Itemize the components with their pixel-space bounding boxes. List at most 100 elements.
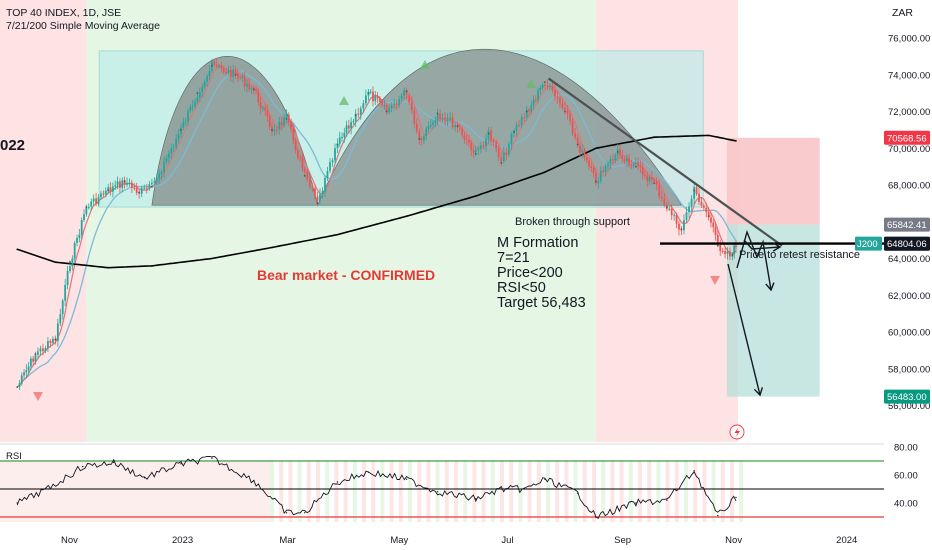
- candle-body: [372, 91, 374, 102]
- candle-body: [25, 370, 28, 373]
- candle-body: [308, 179, 311, 187]
- candle-body: [180, 127, 182, 135]
- candle-body: [588, 160, 590, 167]
- candle-body: [609, 159, 612, 164]
- candle-body: [352, 120, 355, 123]
- candle-body: [116, 181, 119, 186]
- candle-body: [436, 113, 439, 121]
- rsi-regime-stripe: [270, 460, 274, 522]
- price-point: [54, 338, 57, 341]
- candle-body: [508, 144, 510, 155]
- price-axis-tick: 74,000.00: [888, 70, 930, 81]
- time-axis-tick: Sep: [614, 535, 631, 546]
- price-point: [385, 110, 388, 113]
- time-axis-tick: May: [390, 535, 408, 546]
- candle-body: [27, 366, 30, 371]
- price-marker-label: 65842.41: [887, 220, 927, 231]
- candle-body: [388, 108, 391, 113]
- rsi-regime-stripe: [389, 460, 394, 522]
- price-marker-badge: [884, 389, 930, 404]
- retest-arrow-head: [765, 282, 775, 292]
- candle-body: [400, 95, 403, 100]
- candle-body: [398, 99, 401, 106]
- sma-200-point: [735, 140, 737, 142]
- candle-body: [500, 157, 503, 162]
- candle-body: [716, 235, 719, 245]
- candle-body: [495, 142, 498, 149]
- candle-body: [383, 104, 386, 106]
- rsi-regime-stripe: [463, 460, 468, 522]
- candle-body: [135, 187, 138, 193]
- annotation-target: Target 56,483: [497, 295, 586, 311]
- candle-body: [362, 103, 365, 109]
- candle-body: [206, 76, 208, 82]
- candle-body: [566, 109, 569, 114]
- rsi-point: [211, 457, 213, 459]
- candle-body: [675, 214, 678, 224]
- candle-body: [648, 177, 651, 182]
- candle-body: [338, 137, 341, 144]
- rsi-point: [304, 512, 306, 514]
- candle-body: [314, 188, 316, 197]
- price-point: [487, 132, 490, 135]
- price-point: [354, 114, 357, 117]
- candle-body: [702, 205, 705, 208]
- candle-body: [239, 77, 242, 79]
- candle-body: [454, 125, 456, 128]
- rsi-axis-tick: 40.00: [894, 499, 918, 510]
- rsi-regime-stripe: [398, 460, 403, 522]
- candle-body: [76, 238, 78, 244]
- candle-body: [410, 102, 413, 111]
- candle-body: [85, 207, 88, 215]
- price-marker-badge: [884, 217, 930, 232]
- price-point: [665, 206, 668, 208]
- candle-body: [92, 198, 95, 202]
- small-arrow-head: [772, 242, 782, 252]
- annotation-bear-market: Bear market - CONFIRMED: [257, 267, 435, 283]
- candle-body: [559, 98, 561, 104]
- currency-label[interactable]: ZAR: [892, 7, 913, 19]
- candle-body: [678, 223, 680, 230]
- candle-body: [165, 157, 168, 162]
- candle-body: [472, 150, 475, 153]
- price-point: [34, 353, 37, 355]
- price-point: [150, 185, 153, 188]
- price-point: [564, 110, 566, 113]
- candle-body: [425, 128, 428, 137]
- buy-signal-triangle: [420, 60, 430, 69]
- rsi-regime-stripe: [334, 460, 339, 522]
- candle-body: [729, 251, 731, 257]
- candle-body: [668, 208, 671, 210]
- candle-body: [458, 127, 461, 129]
- candle-body: [564, 107, 566, 110]
- candle-body: [71, 258, 74, 267]
- sma-200-point: [595, 147, 597, 150]
- sma-200-point: [405, 215, 408, 218]
- rsi-point: [717, 514, 719, 517]
- candle-body: [140, 187, 143, 194]
- candle-body: [434, 120, 437, 123]
- candle-body: [470, 142, 473, 151]
- rsi-regime-stripe: [297, 460, 302, 522]
- rsi-regime-stripe: [472, 460, 477, 522]
- candle-body: [311, 186, 314, 189]
- rsi-regime-stripe: [711, 460, 716, 522]
- rsi-point: [112, 461, 115, 464]
- rsi-point: [666, 499, 668, 501]
- rsi-regime-stripe: [417, 460, 422, 522]
- rsi-regime-stripe: [352, 460, 357, 522]
- small-arrow: [743, 239, 781, 250]
- candle-body: [198, 92, 201, 98]
- candle-body: [100, 193, 102, 198]
- price-point: [138, 191, 141, 194]
- candle-body: [449, 117, 451, 120]
- candle-body: [316, 196, 319, 201]
- candle-body: [107, 187, 110, 191]
- candle-body: [376, 96, 379, 99]
- annotation-price-below-200: Price<200: [497, 265, 563, 281]
- rsi-axis-tick: 80.00: [894, 443, 918, 454]
- candle-body: [59, 314, 62, 324]
- sma-200-point: [54, 261, 57, 263]
- annotation-support: Broken through support: [515, 216, 630, 228]
- rsi-regime-stripe: [343, 460, 348, 522]
